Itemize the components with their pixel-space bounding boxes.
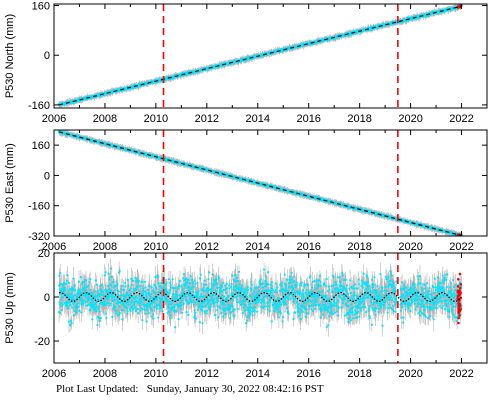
x-tick-label: 2012 — [195, 241, 219, 253]
plot-area — [57, 258, 463, 337]
plot-area — [57, 4, 463, 108]
ticks — [53, 4, 488, 108]
y-tick-label: -320 — [28, 231, 50, 243]
x-tick-label: 2016 — [296, 241, 320, 253]
x-tick-label: 2014 — [246, 241, 270, 253]
ticks — [53, 130, 488, 237]
x-tick-label: 2008 — [93, 241, 117, 253]
y-tick-label: 0 — [44, 170, 50, 182]
observations — [57, 130, 463, 236]
panel-3: 2006 2008 2010 2012 2014 2016 2018 2020 2022-200… — [4, 248, 488, 380]
recent-observations — [456, 4, 463, 9]
x-tick-label: 2014 — [246, 113, 270, 125]
x-tick-label: 2022 — [449, 241, 473, 253]
model-trend-line — [58, 131, 462, 236]
x-tick-label: 2018 — [347, 241, 371, 253]
x-tick-label: 2016 — [296, 113, 320, 125]
x-tick-label: 2022 — [449, 113, 473, 125]
x-tick-label: 2012 — [195, 113, 219, 125]
model-trend-line — [58, 5, 462, 106]
panel-1: 2006 2008 2010 2012 2014 2016 2018 2020 2022 -160… — [4, 1, 488, 125]
x-tick-label: 2006 — [42, 241, 66, 253]
y-axis-label: P530 East (mm) — [4, 143, 16, 222]
x-tick-label: 2020 — [398, 241, 422, 253]
plot-frame — [53, 3, 488, 109]
x-tick-label: 2018 — [347, 113, 371, 125]
x-tick-label: 2010 — [144, 241, 168, 253]
plot-frame — [53, 129, 488, 237]
y-axis-label: P530 North (mm) — [4, 14, 16, 98]
y-tick-label: 160 — [32, 140, 50, 152]
y-tick-label: 0 — [44, 50, 50, 62]
y-tick-label: -160 — [28, 201, 50, 213]
x-tick-label: 2010 — [144, 113, 168, 125]
x-tick-label: 2008 — [93, 113, 117, 125]
panel-2: 2006 2008 2010 2012 2014 2016 2018 2020 2022 -320… — [4, 129, 488, 253]
y-tick-label: -160 — [28, 100, 50, 112]
x-tick-label: 2006 — [42, 113, 66, 125]
y-tick-label: 160 — [32, 1, 50, 13]
plot-area — [57, 130, 463, 236]
x-tick-label: 2020 — [398, 113, 422, 125]
